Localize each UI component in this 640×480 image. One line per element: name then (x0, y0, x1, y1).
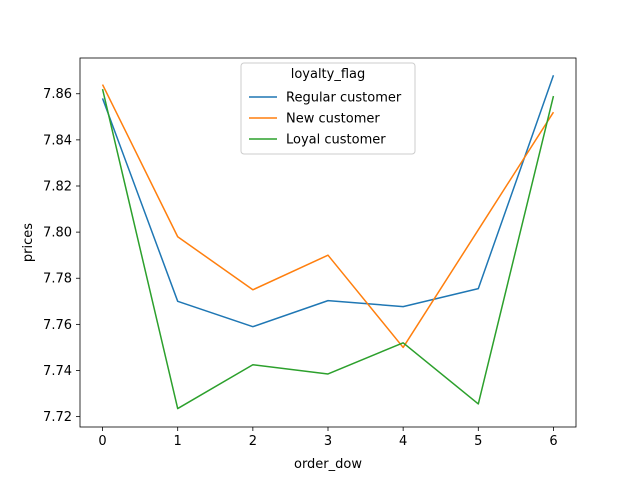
x-axis-label: order_dow (294, 457, 362, 472)
x-tick-label: 2 (249, 434, 257, 449)
x-tick-label: 0 (98, 434, 106, 449)
y-tick-label: 7.84 (43, 133, 72, 148)
legend-box (240, 62, 416, 155)
x-tick-label: 3 (324, 434, 332, 449)
series-line-regular-customer (101, 75, 555, 328)
y-tick-label: 7.76 (43, 318, 72, 333)
y-axis-ticks: 7.72 7.74 7.76 7.78 7.80 7.82 7.84 7.86 (43, 87, 80, 425)
legend-entry-label: Regular customer (286, 91, 402, 106)
y-axis-label: prices (21, 223, 36, 262)
y-tick-label: 7.78 (43, 272, 72, 287)
y-tick-label: 7.86 (43, 87, 72, 102)
y-tick-label: 7.72 (43, 410, 72, 425)
legend-entry-label: Loyal customer (286, 133, 386, 148)
y-tick-label: 7.74 (43, 364, 72, 379)
series-layer (101, 75, 555, 410)
y-tick-label: 7.80 (43, 226, 72, 241)
x-axis-ticks: 0 1 2 3 4 5 6 (98, 427, 558, 449)
x-tick-label: 6 (549, 434, 557, 449)
y-tick-label: 7.82 (43, 179, 72, 194)
series-line-new-customer (101, 84, 555, 349)
series-line-loyal-customer (101, 88, 555, 410)
x-tick-label: 5 (474, 434, 482, 449)
x-tick-label: 4 (399, 434, 407, 449)
legend: loyalty_flag Regular customer New custome… (240, 62, 416, 155)
plot-frame (79, 57, 577, 428)
x-tick-label: 1 (174, 434, 182, 449)
legend-items: Regular customer New customer Loyal custom… (249, 91, 402, 148)
legend-entry-label: New customer (286, 112, 380, 127)
legend-title: loyalty_flag (291, 67, 366, 82)
